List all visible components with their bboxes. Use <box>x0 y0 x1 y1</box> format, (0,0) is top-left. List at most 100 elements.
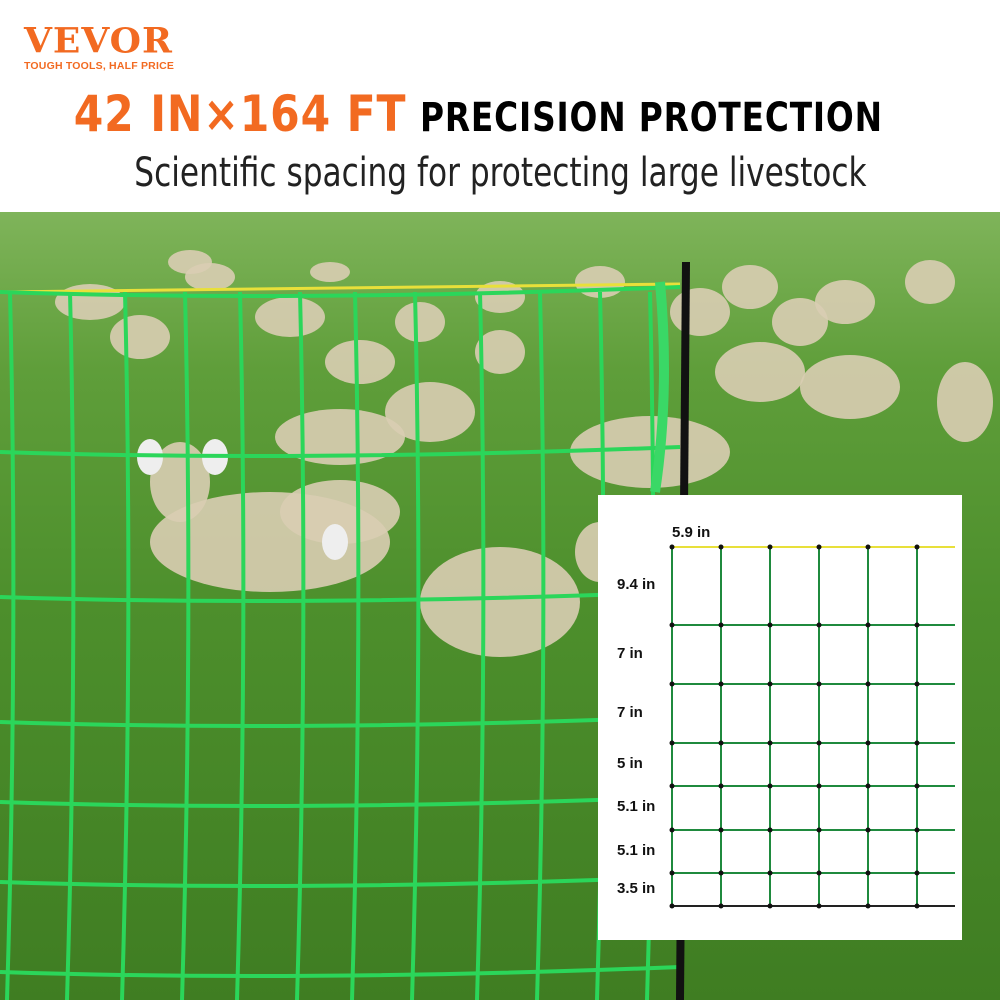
fence-vertical-wire <box>5 291 16 1000</box>
column-spacing-label: 5.9 in <box>672 524 711 541</box>
fence-horizontal-wire <box>0 965 681 978</box>
grid-knot <box>718 544 724 550</box>
grid-knot <box>865 622 871 628</box>
row-spacing-label: 7 in <box>617 644 643 662</box>
fence-photo-illustration <box>0 250 993 1000</box>
fence-vertical-wire <box>475 291 486 1000</box>
grid-knot <box>767 870 773 876</box>
sheep <box>815 280 875 324</box>
headline-size: 42 IN×164 FT <box>73 85 407 143</box>
fence-vertical-wire <box>235 291 246 1000</box>
grid-knot <box>767 544 773 550</box>
sheep <box>715 342 805 402</box>
grid-knot <box>865 783 871 789</box>
grid-knot <box>767 740 773 746</box>
grid-knot <box>865 740 871 746</box>
row-spacing-label: 7 in <box>617 703 643 721</box>
grid-knot <box>718 622 724 628</box>
grid-knot <box>914 870 920 876</box>
subtitle: Scientific spacing for protecting large … <box>133 150 867 196</box>
grid-knot <box>767 903 773 909</box>
grid-knot <box>767 622 773 628</box>
row-spacing-label: 3.5 in <box>617 879 656 897</box>
grid-knot <box>865 827 871 833</box>
header: VEVOR TOUGH TOOLS, HALF PRICE 42 IN×164 … <box>0 0 1000 212</box>
grid-knot <box>816 681 822 687</box>
grid-knot <box>816 783 822 789</box>
sheep <box>168 250 212 274</box>
mesh-grid-diagram <box>669 544 955 909</box>
row-spacing-label: 5.1 in <box>617 841 656 859</box>
grid-knot <box>865 903 871 909</box>
grid-knot <box>865 544 871 550</box>
sheep <box>325 340 395 384</box>
grid-knot <box>816 740 822 746</box>
fence-vertical-wire <box>535 291 546 1000</box>
coiled-wire <box>650 281 669 493</box>
fence-vertical-wire <box>410 291 421 1000</box>
fence-horizontal-wire <box>0 715 681 728</box>
sheep <box>475 281 525 313</box>
grid-knot <box>816 622 822 628</box>
grid-knot <box>914 740 920 746</box>
sheep <box>110 315 170 359</box>
fence-horizontal-wire <box>0 795 681 808</box>
fence-vertical-wire <box>180 291 191 1000</box>
spacing-diagram: 5.9 in 9.4 in 7 in 7 in 5 in 5.1 in 5.1 in 3.5… <box>598 495 962 940</box>
row-spacing-label: 9.4 in <box>617 576 656 593</box>
grid-knot <box>718 681 724 687</box>
sheep <box>310 262 350 282</box>
grid-knot <box>718 740 724 746</box>
grid-knot <box>914 827 920 833</box>
sheep <box>570 416 730 488</box>
fence-vertical-wire <box>295 291 306 1000</box>
grid-knot <box>767 783 773 789</box>
sheep <box>150 492 390 592</box>
sheep <box>275 409 405 465</box>
fence-horizontal-wire <box>0 590 681 603</box>
grid-knot <box>865 681 871 687</box>
sheep <box>395 302 445 342</box>
grid-knot <box>767 827 773 833</box>
sheep <box>255 297 325 337</box>
grid-knot <box>914 681 920 687</box>
vevor-logo: VEVOR TOUGH TOOLS, HALF PRICE <box>24 22 174 72</box>
fence-vertical-wire <box>65 291 76 1000</box>
grid-knot <box>816 903 822 909</box>
sheep <box>420 547 580 657</box>
grid-knot <box>718 827 724 833</box>
grid-knot <box>669 870 675 876</box>
grid-knot <box>669 622 675 628</box>
grid-knot <box>914 544 920 550</box>
grid-knot <box>669 827 675 833</box>
row-spacing-label: 5.1 in <box>617 798 656 815</box>
sheep <box>475 330 525 374</box>
sheep <box>670 288 730 336</box>
grid-knot <box>914 903 920 909</box>
fence-vertical-wire <box>120 291 131 1000</box>
grid-knot <box>718 903 724 909</box>
logo-tagline: TOUGH TOOLS, HALF PRICE <box>24 60 175 72</box>
sheep <box>905 260 955 304</box>
fence-horizontal-wire <box>0 285 681 298</box>
grid-knot <box>669 783 675 789</box>
sheep <box>937 362 993 442</box>
grid-knot <box>816 870 822 876</box>
top-wire <box>0 282 681 294</box>
fence-horizontal-wire <box>0 445 681 458</box>
grid-knot <box>816 827 822 833</box>
grid-knot <box>669 544 675 550</box>
sheep <box>150 442 210 522</box>
fence-vertical-wire <box>350 291 361 1000</box>
sheep <box>385 382 475 442</box>
grid-knot <box>816 544 822 550</box>
headline: 42 IN×164 FT PRECISION PROTECTION <box>0 86 1000 146</box>
grid-knot <box>767 681 773 687</box>
grid-knot <box>718 783 724 789</box>
sheep <box>772 298 828 346</box>
logo-brand: VEVOR <box>24 21 173 61</box>
grid-knot <box>914 622 920 628</box>
grid-knot <box>669 903 675 909</box>
grid-knot <box>914 783 920 789</box>
sheep-head <box>322 524 348 560</box>
